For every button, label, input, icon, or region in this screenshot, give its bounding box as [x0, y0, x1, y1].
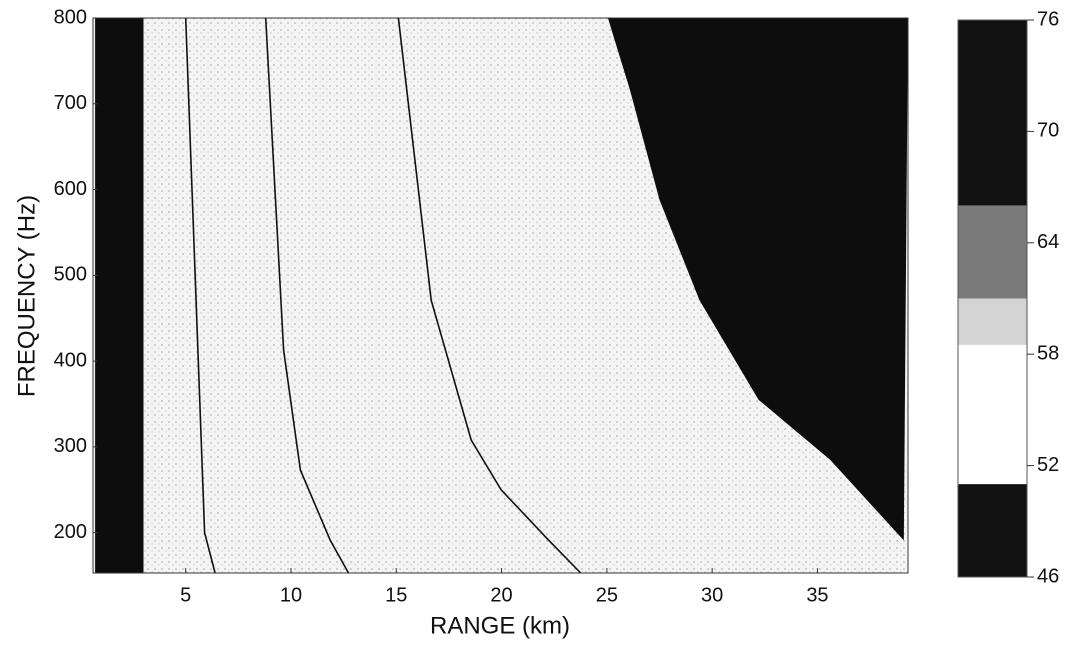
- colorbar-tick-label: 46: [1037, 565, 1059, 587]
- y-tick-label: 800: [54, 6, 87, 28]
- y-tick-label: 300: [54, 435, 87, 457]
- colorbar-frame: [957, 19, 1028, 578]
- x-tick-label: 10: [280, 584, 302, 606]
- colorbar-tick-label: 64: [1037, 231, 1059, 253]
- x-tick-label: 5: [180, 584, 191, 606]
- x-tick-label: 20: [490, 584, 512, 606]
- colorbar-band: [958, 20, 1027, 206]
- plot-frame: [92, 17, 909, 574]
- y-tick-label: 400: [54, 349, 87, 371]
- colorbar-band: [958, 344, 1027, 485]
- colorbar-band: [958, 484, 1027, 577]
- y-tick-label: 600: [54, 178, 87, 200]
- x-axis-title: RANGE (km): [430, 612, 570, 639]
- x-tick-label: 25: [596, 584, 618, 606]
- colorbar-band: [958, 298, 1027, 345]
- colorbar-tick-label: 70: [1037, 120, 1059, 142]
- y-tick-label: 200: [54, 521, 87, 543]
- y-tick-label: 700: [54, 92, 87, 114]
- colorbar-tick-label: 58: [1037, 342, 1059, 364]
- y-tick-label: 500: [54, 264, 87, 286]
- colorbar-tick-label: 76: [1037, 8, 1059, 30]
- contour-line: [184, 17, 216, 574]
- x-tick-label: 30: [701, 584, 723, 606]
- y-axis-title: FREQUENCY (Hz): [13, 195, 40, 397]
- colorbar-tick-label: 52: [1037, 454, 1059, 476]
- dark-region: [607, 18, 908, 541]
- contour-line: [264, 17, 350, 574]
- colorbar-band: [958, 205, 1027, 299]
- dark-region: [95, 18, 144, 573]
- contour-line: [397, 17, 582, 574]
- x-tick-label: 15: [385, 584, 407, 606]
- x-tick-label: 35: [806, 584, 828, 606]
